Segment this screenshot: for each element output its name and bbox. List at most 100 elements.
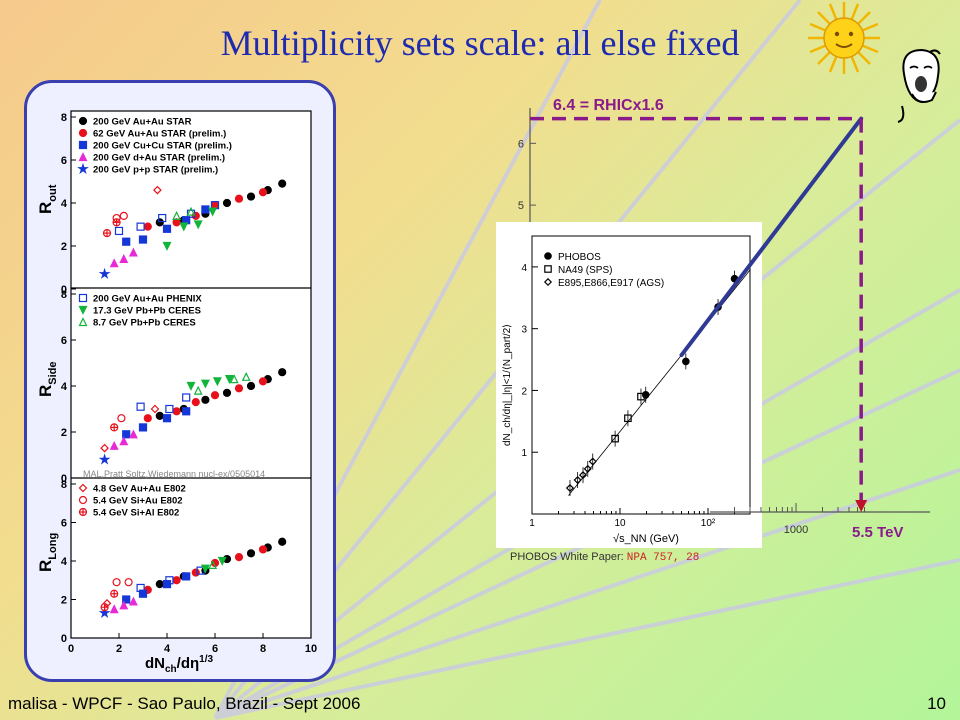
phobos-y-tick-label: 2: [521, 386, 527, 397]
data-point: [98, 267, 111, 279]
data-point: [258, 377, 268, 386]
caption-prefix: PHOBOS White Paper:: [510, 551, 627, 563]
data-point: [224, 375, 234, 384]
phobos-legend-label: PHOBOS: [558, 252, 601, 263]
legend-marker: [78, 116, 88, 126]
phobos-legend-label: E895,E866,E917 (AGS): [558, 278, 664, 289]
ylabel-main: R: [36, 385, 55, 397]
y-tick-label: 2: [61, 595, 67, 607]
data-point: [102, 229, 112, 238]
legend-label: 5.4 GeV Si+Au E802: [93, 496, 183, 507]
legend-label: 5.4 GeV Si+Al E802: [93, 508, 179, 519]
data-point: [100, 603, 109, 612]
phobos-data-point: [573, 475, 582, 485]
y-tick-label: 0: [61, 473, 67, 485]
data-point: [143, 414, 152, 423]
xlabel-sub: ch: [165, 664, 177, 675]
legend-label: 200 GeV Cu+Cu STAR (prelim.): [93, 141, 232, 152]
data-point: [136, 583, 145, 593]
y-tick-label: 4: [61, 381, 68, 393]
phobos-x-tick-label: 10²: [701, 518, 716, 529]
data-point: [222, 198, 232, 208]
legend-marker: [78, 495, 88, 505]
x-tick-label: 6: [212, 643, 218, 655]
data-point: [234, 384, 244, 393]
data-point: [208, 560, 218, 569]
data-point: [138, 235, 148, 244]
data-point: [119, 254, 129, 263]
data-point: [109, 604, 119, 614]
plot-area: [70, 110, 312, 639]
data-point: [222, 388, 232, 397]
panel-ylabel: RSide: [36, 361, 59, 397]
legend-label: 8.7 GeV Pb+Pb CERES: [93, 318, 196, 329]
data-point: [112, 218, 121, 227]
data-point: [114, 226, 124, 236]
data-point: [258, 545, 268, 554]
data-point: [193, 385, 203, 395]
phobos-chart-inset: 1 2 3 4 1 10 10² PHOBOS NA49 (SPS) E895,E866,E917…: [496, 222, 762, 548]
legend-marker: [78, 293, 88, 303]
data-point: [119, 600, 129, 610]
data-point: [201, 205, 210, 214]
data-point: [172, 576, 181, 585]
y-tick-label: 6: [61, 518, 67, 530]
data-point: [122, 237, 131, 246]
phobos-data-point: [611, 434, 619, 443]
data-point: [278, 179, 287, 188]
legend-label: 200 GeV Au+Au PHENIX: [93, 294, 202, 305]
data-point: [109, 440, 119, 450]
phobos-x-label: √s_NN (GeV): [613, 533, 679, 545]
phobos-legend-marker: [544, 252, 552, 260]
data-point: [165, 576, 174, 585]
data-point: [246, 192, 256, 201]
caption-reference: NPA 757, 28: [626, 552, 700, 564]
data-point: [217, 556, 227, 566]
x-tick-label: 0: [68, 643, 74, 655]
data-point: [186, 381, 196, 391]
y-tick-label: 0: [61, 284, 67, 296]
phobos-y-tick-label: 3: [521, 325, 527, 336]
y-tick-label: 8: [61, 289, 67, 301]
data-point: [172, 407, 181, 416]
xlabel-sup: 1/3: [199, 654, 213, 665]
ylabel-sub: Long: [47, 533, 59, 560]
phobos-legend-marker: [544, 265, 552, 273]
data-point: [186, 206, 196, 216]
data-point: [138, 423, 148, 432]
data-point: [208, 207, 218, 217]
x-tick-label: 8: [260, 643, 266, 655]
phobos-y-tick-label: 1: [521, 448, 527, 459]
legend-label: 4.8 GeV Au+Au E802: [93, 484, 186, 495]
legend-label: 62 GeV Au+Au STAR (prelim.): [93, 129, 226, 140]
xlabel-tail: /dη: [177, 655, 200, 672]
x-axis-label: dNch/dη1/3: [145, 654, 214, 675]
legend-marker: [78, 140, 88, 150]
data-point: [112, 578, 121, 587]
legend-marker: [78, 507, 88, 517]
phobos-data-point: [583, 464, 592, 473]
data-point: [241, 371, 251, 381]
data-point: [212, 377, 222, 387]
y-tick-label: 0: [61, 633, 67, 645]
phobos-frame: [531, 235, 751, 515]
data-point: [278, 537, 287, 546]
data-point: [191, 568, 200, 577]
data-point: [234, 553, 244, 562]
phobos-data-point: [624, 414, 632, 423]
data-point: [98, 453, 111, 465]
slide-title: Multiplicity sets scale: all else fixed: [220, 23, 740, 63]
data-point: [143, 222, 152, 231]
legend-marker: [78, 317, 88, 327]
data-point: [234, 194, 244, 203]
data-point: [100, 443, 109, 453]
data-point: [172, 211, 182, 220]
legend-label: 200 GeV Au+Au STAR: [93, 117, 192, 128]
sun-face-icon: [808, 2, 880, 74]
phobos-legend-marker: [543, 277, 553, 287]
data-point: [155, 218, 164, 227]
data-point: [246, 549, 256, 558]
data-point: [179, 222, 189, 232]
data-point: [128, 247, 138, 257]
data-point: [246, 381, 256, 391]
